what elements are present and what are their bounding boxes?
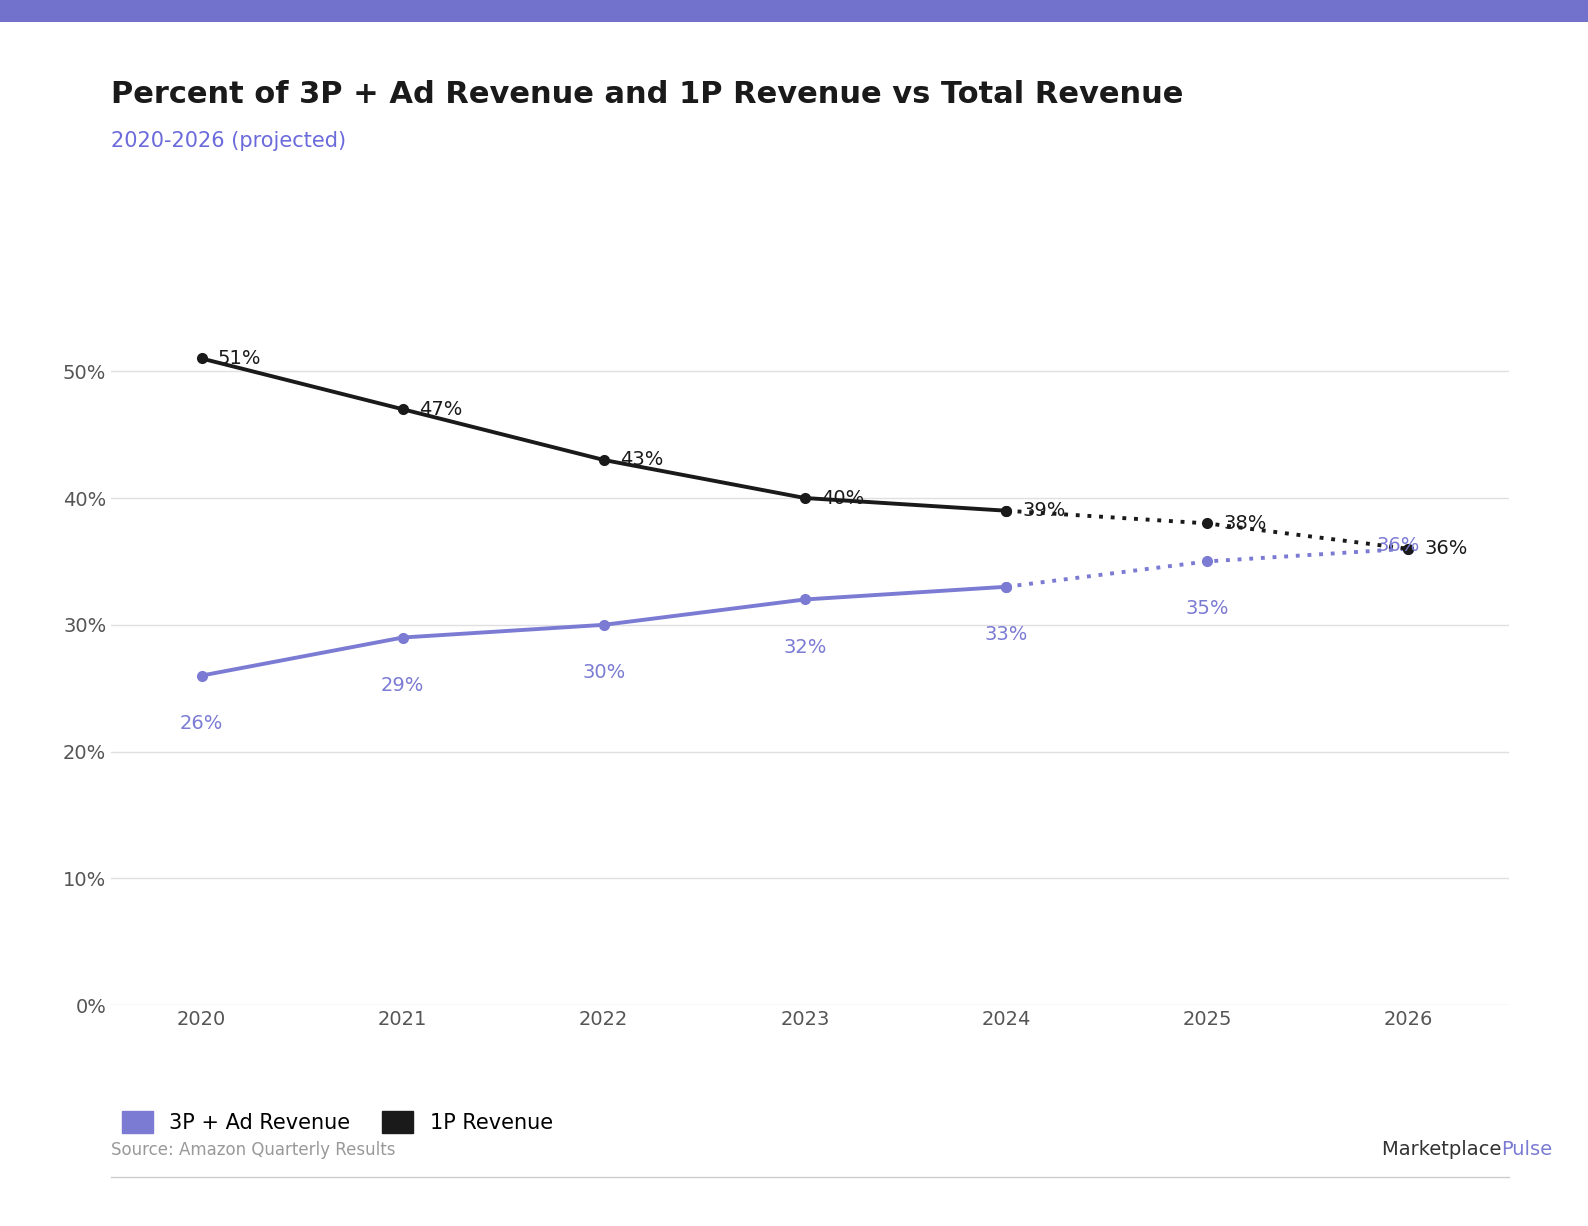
Text: Source: Amazon Quarterly Results: Source: Amazon Quarterly Results — [111, 1140, 395, 1159]
Text: Marketplace: Marketplace — [1382, 1140, 1507, 1159]
Text: 32%: 32% — [783, 638, 826, 656]
Legend: 3P + Ad Revenue, 1P Revenue: 3P + Ad Revenue, 1P Revenue — [122, 1111, 553, 1133]
Text: 36%: 36% — [1424, 539, 1467, 558]
Text: 35%: 35% — [1185, 600, 1229, 618]
Text: 39%: 39% — [1023, 501, 1066, 520]
Text: 40%: 40% — [821, 488, 864, 508]
Text: 51%: 51% — [218, 349, 262, 368]
Text: 30%: 30% — [583, 663, 626, 682]
Text: 33%: 33% — [985, 625, 1027, 644]
Text: 26%: 26% — [179, 714, 224, 733]
Text: 36%: 36% — [1377, 536, 1420, 555]
Text: 29%: 29% — [381, 676, 424, 695]
Text: Percent of 3P + Ad Revenue and 1P Revenue vs Total Revenue: Percent of 3P + Ad Revenue and 1P Revenu… — [111, 80, 1183, 109]
Text: 43%: 43% — [619, 450, 664, 470]
Text: 2020-2026 (projected): 2020-2026 (projected) — [111, 131, 346, 151]
Text: 47%: 47% — [419, 400, 462, 419]
Text: 38%: 38% — [1223, 514, 1267, 533]
Text: Pulse: Pulse — [1501, 1140, 1551, 1159]
